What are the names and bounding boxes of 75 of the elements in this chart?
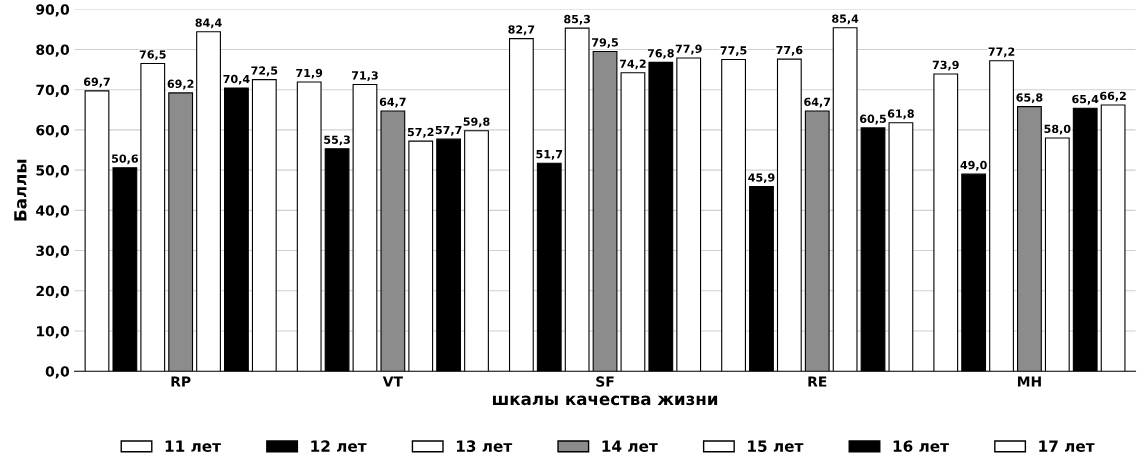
- bar: [1072, 107, 1098, 372]
- data-label: 77,6: [776, 45, 803, 56]
- bar: [436, 138, 462, 372]
- data-label: 66,2: [1100, 91, 1126, 102]
- legend-label: 14 лет: [602, 440, 658, 452]
- bar: [140, 63, 166, 372]
- data-label: 77,9: [675, 44, 702, 55]
- data-label: 79,5: [592, 38, 618, 48]
- y-tick-label: 90,0: [36, 4, 70, 17]
- data-label: 70,4: [223, 74, 250, 85]
- data-label: 69,2: [167, 79, 194, 90]
- data-label: 71,9: [296, 68, 323, 79]
- data-label: 51,7: [536, 150, 563, 160]
- legend-label: 17 лет: [1039, 440, 1095, 452]
- x-tick-label: VT: [382, 376, 403, 387]
- y-tick-label: 80,0: [36, 44, 70, 57]
- legend-label: 11 лет: [165, 440, 221, 452]
- bar: [648, 61, 674, 372]
- bar: [860, 127, 886, 372]
- data-label: 55,3: [324, 135, 350, 146]
- x-tick-label: MH: [1017, 376, 1041, 387]
- y-tick-label: 10,0: [36, 325, 70, 339]
- y-tick-label: 20,0: [36, 285, 70, 299]
- data-label: 77,2: [988, 47, 1015, 58]
- legend-label: 16 лет: [893, 440, 949, 452]
- bar: [749, 186, 774, 372]
- bar: [408, 140, 434, 372]
- data-label: 65,8: [1016, 93, 1043, 104]
- bar: [592, 50, 618, 372]
- x-tick-label: SF: [596, 376, 614, 387]
- data-label: 60,5: [860, 114, 886, 125]
- data-label: 59,8: [463, 117, 490, 128]
- x-axis-title: шкалы качества жизни: [492, 395, 718, 406]
- y-tick-label: 50,0: [36, 165, 70, 178]
- y-tick-label: 30,0: [36, 245, 70, 258]
- x-tick-label: RE: [808, 376, 827, 387]
- data-label: 61,8: [887, 109, 914, 120]
- y-tick-label: 0,0: [45, 366, 70, 379]
- data-label: 50,6: [112, 154, 138, 165]
- data-label: 84,4: [195, 18, 222, 29]
- data-label: 57,2: [407, 127, 434, 138]
- x-tick-label: RP: [171, 376, 191, 387]
- legend-label: 13 лет: [456, 440, 513, 452]
- data-label: 69,7: [83, 77, 110, 88]
- data-label: 57,7: [435, 125, 462, 136]
- bar: [1017, 106, 1042, 372]
- legend-label: 15 лет: [748, 440, 804, 452]
- y-tick-label: 60,0: [36, 124, 70, 138]
- legend-label: 12 лет: [311, 440, 367, 452]
- data-label: 58,0: [1044, 124, 1071, 135]
- y-tick-label: 70,0: [36, 84, 70, 97]
- data-label: 64,7: [804, 97, 831, 108]
- data-label: 74,2: [619, 59, 646, 70]
- data-label: 73,9: [932, 60, 959, 71]
- bar: [224, 87, 249, 372]
- data-label: 64,7: [379, 97, 406, 108]
- data-label: 85,4: [832, 14, 859, 25]
- data-label: 76,8: [647, 49, 674, 59]
- y-tick-label: 40,0: [36, 205, 70, 218]
- bar: [536, 162, 562, 372]
- data-label: 71,3: [352, 71, 378, 81]
- data-label: 49,0: [960, 160, 987, 171]
- data-label: 65,4: [1072, 94, 1099, 105]
- y-axis-title: Баллы: [14, 159, 27, 221]
- bar: [721, 58, 746, 372]
- data-label: 72,5: [251, 66, 278, 77]
- bar: [804, 110, 830, 372]
- data-label: 76,5: [139, 50, 166, 61]
- bar: [380, 110, 406, 372]
- data-label: 77,5: [720, 46, 747, 57]
- bar: [112, 167, 138, 372]
- data-label: 45,9: [748, 173, 775, 184]
- data-label: 85,3: [564, 14, 590, 25]
- data-label: 82,7: [508, 25, 535, 36]
- bar: [324, 148, 350, 372]
